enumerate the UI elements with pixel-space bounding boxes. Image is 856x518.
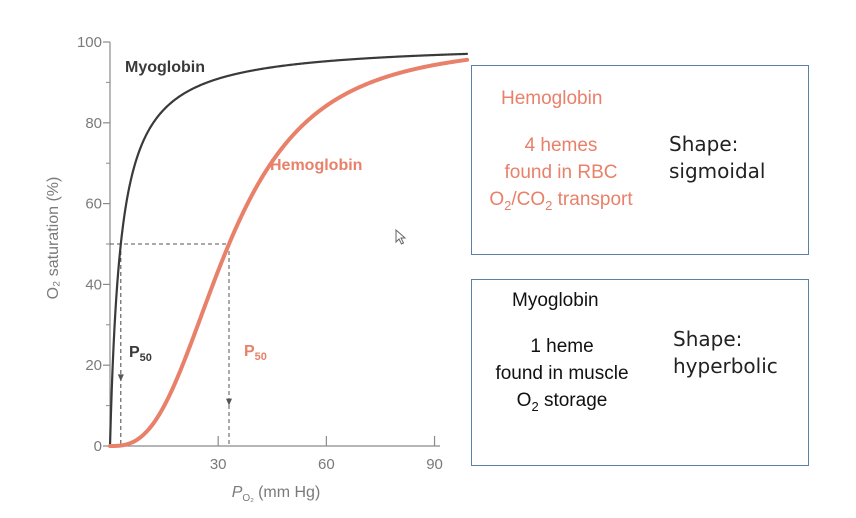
myoglobin-line3-a: O [516, 390, 532, 411]
curve-hemoglobin [108, 57, 469, 448]
p50-label-hemoglobin-sub: 50 [255, 351, 267, 363]
y-axis-ticks: 0 20 40 60 80 100 [77, 34, 110, 455]
hemoglobin-shape-value: sigmoidal [669, 159, 766, 183]
x-tick-label: 90 [426, 456, 443, 473]
hemoglobin-box-line1: 4 hemes [524, 135, 598, 156]
myoglobin-shape-label: Shape: [673, 327, 743, 351]
myoglobin-info-box: Myoglobin 1 heme found in muscle O2 stor… [471, 279, 809, 466]
series-label-hemoglobin: Hemoglobin [270, 157, 362, 174]
y-tick-label: 20 [85, 357, 102, 374]
x-tick-label: 60 [318, 456, 335, 473]
p50-label-myoglobin-main: P [129, 344, 140, 361]
myoglobin-shape: Shape: hyperbolic [673, 326, 778, 380]
curves [108, 52, 469, 448]
x-tick-label: 30 [210, 456, 227, 473]
y-tick-label: 40 [85, 276, 102, 293]
x-axis-title-sub: O₂ [242, 493, 254, 504]
myoglobin-box-line2: found in muscle [495, 363, 629, 384]
hemoglobin-info-box: Hemoglobin 4 hemes found in RBC O2/CO2 t… [471, 65, 809, 255]
hemoglobin-line3-b: /CO [511, 189, 546, 210]
p50-label-hemoglobin-main: P [244, 343, 255, 360]
p50-label-hemoglobin: P50 [244, 343, 267, 363]
hemoglobin-box-line3: O2/CO2 transport [472, 186, 650, 219]
myoglobin-line3-b: storage [538, 390, 608, 411]
x-axis-ticks: 30 60 90 [210, 436, 443, 473]
oxygen-saturation-chart: 0 20 40 60 80 100 30 60 90 Myoglobin Hemoglobin… [45, 34, 469, 504]
hemoglobin-line3-sub1: 2 [504, 197, 512, 213]
hemoglobin-box-line2: found in RBC [504, 162, 618, 183]
x-axis-title: PO₂ (mm Hg) [232, 484, 321, 504]
hemoglobin-shape: Shape: sigmoidal [669, 131, 765, 185]
hemoglobin-box-details: 4 hemes found in RBC O2/CO2 transport [472, 132, 650, 219]
y-axis-title: O₂ saturation (%) [45, 177, 62, 300]
p50-arrowhead [117, 374, 124, 382]
x-axis-title-main: P [232, 484, 243, 501]
hemoglobin-shape-label: Shape: [669, 132, 739, 156]
y-tick-label: 60 [85, 196, 102, 213]
p50-guides [110, 243, 232, 446]
myoglobin-shape-value: hyperbolic [673, 354, 778, 378]
y-tick-label: 100 [77, 34, 102, 51]
myoglobin-box-title: Myoglobin [512, 290, 599, 311]
p50-label-myoglobin: P50 [129, 344, 152, 364]
y-tick-label: 80 [85, 115, 102, 132]
series-label-myoglobin: Myoglobin [125, 59, 205, 76]
myoglobin-line3-sub1: 2 [531, 398, 539, 414]
myoglobin-box-details: 1 heme found in muscle O2 storage [472, 333, 652, 420]
x-axis-title-unit: (mm Hg) [258, 484, 320, 501]
hemoglobin-box-title: Hemoglobin [501, 88, 603, 109]
myoglobin-box-line1: 1 heme [530, 336, 594, 357]
hemoglobin-line3-c: transport [552, 189, 633, 210]
hemoglobin-line3-sub2: 2 [545, 197, 553, 213]
p50-arrowhead [226, 398, 232, 406]
hemoglobin-line3-a: O [489, 189, 505, 210]
myoglobin-box-line3: O2 storage [472, 387, 652, 420]
y-tick-label: 0 [94, 438, 102, 455]
curve-myoglobin [108, 52, 469, 448]
p50-label-myoglobin-sub: 50 [140, 352, 152, 364]
mouse-pointer-icon [395, 229, 407, 245]
